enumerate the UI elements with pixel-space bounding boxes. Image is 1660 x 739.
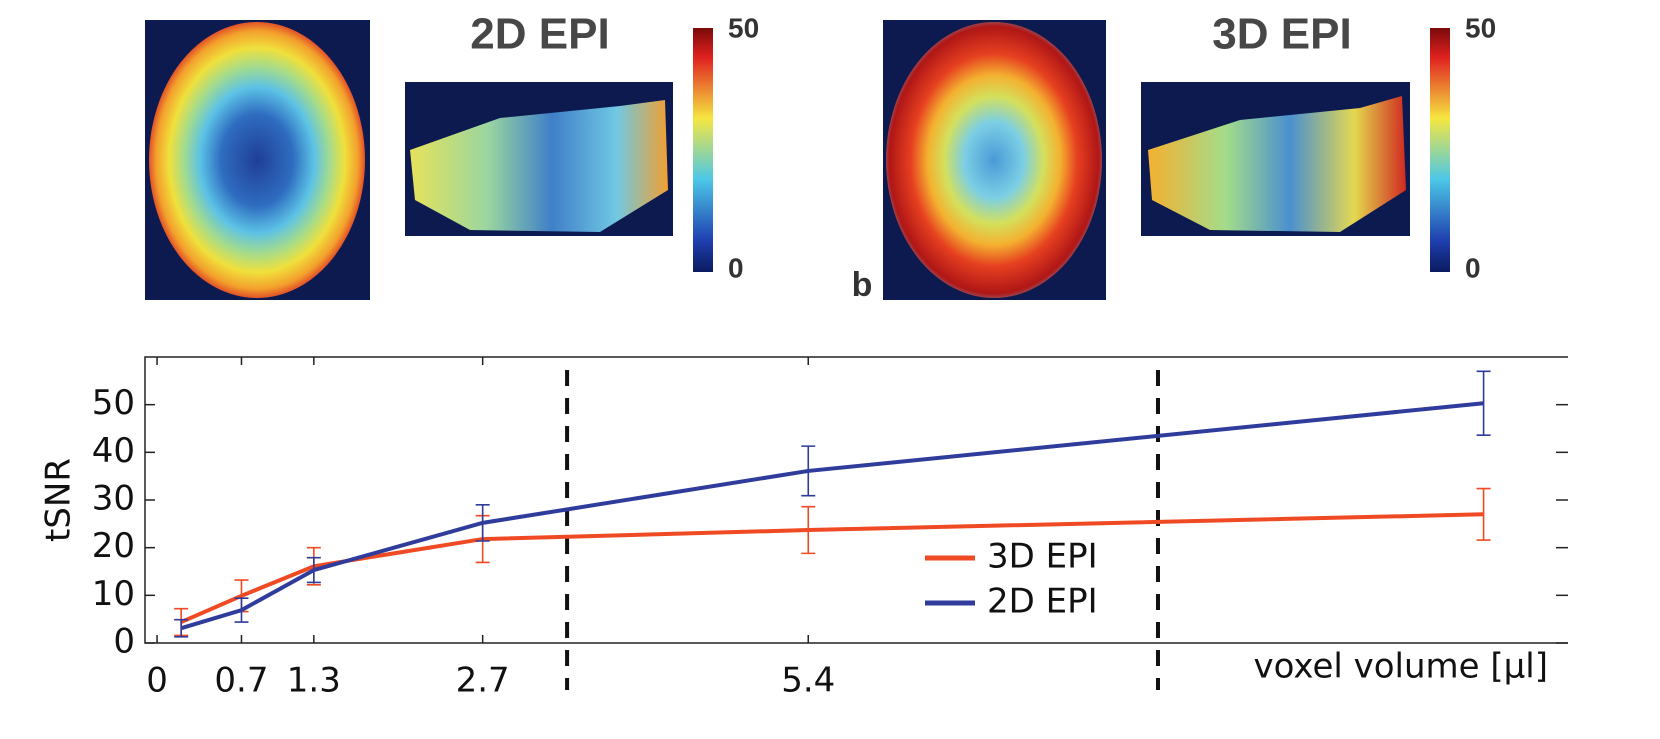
colorbar-label: 50 xyxy=(728,12,759,43)
x-tick-label: 5.4 xyxy=(781,661,835,701)
y-tick-label: 30 xyxy=(92,479,135,519)
colorbar-label: 0 xyxy=(728,252,744,283)
colorbar-label: 50 xyxy=(1465,12,1496,43)
series-line xyxy=(181,403,1483,628)
y-axis-label: tSNR xyxy=(39,458,79,542)
image-3d xyxy=(883,20,1450,300)
panel-label: b xyxy=(852,266,873,304)
x-axis-label: voxel volume [µl] xyxy=(1254,647,1549,687)
y-tick-label: 20 xyxy=(92,526,135,566)
figure-title: 2D EPI xyxy=(470,10,609,59)
y-tick-label: 40 xyxy=(92,431,135,471)
line-chart xyxy=(145,357,1568,643)
figure-title: 3D EPI xyxy=(1212,10,1351,59)
colorbar-label: 0 xyxy=(1465,252,1481,283)
y-tick-label: 50 xyxy=(92,383,135,423)
legend-label: 2D EPI xyxy=(987,582,1098,622)
y-tick-label: 0 xyxy=(113,622,135,662)
x-tick-label: 2.7 xyxy=(456,661,510,701)
x-tick-label: 1.3 xyxy=(287,661,341,701)
axis-frame xyxy=(145,357,1568,643)
x-tick-label: 0 xyxy=(146,661,168,701)
figure: 2D EPI 50 0 3D EPI 50 0 b tSNR voxel vol… xyxy=(0,0,1660,739)
x-tick-label: 0.7 xyxy=(214,661,268,701)
image-2d xyxy=(145,20,713,300)
y-tick-label: 10 xyxy=(92,574,135,614)
series-line xyxy=(181,514,1483,622)
legend-label: 3D EPI xyxy=(987,537,1098,577)
